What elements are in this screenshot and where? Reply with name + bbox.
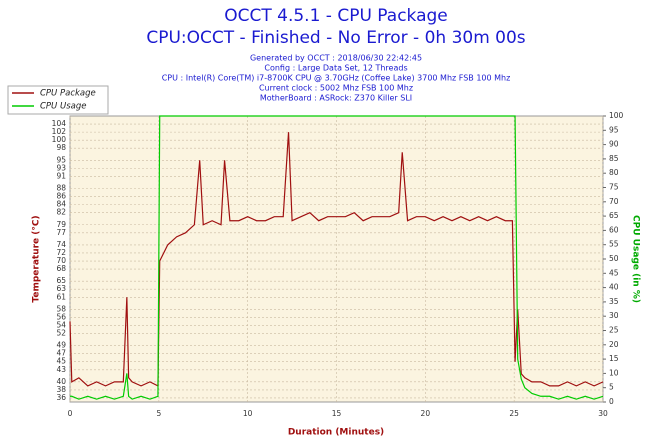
y-tick-label: 54: [56, 320, 66, 329]
y-tick-label: 65: [56, 276, 66, 285]
x-tick-label: 30: [598, 409, 608, 418]
plot-area: [69, 115, 604, 403]
y-tick-label: 102: [52, 127, 67, 136]
y-tick-label: 98: [56, 143, 66, 152]
legend-label: CPU Usage: [40, 102, 86, 112]
y-tick-label: 36: [56, 393, 66, 402]
y2-tick-label: 0: [609, 397, 614, 406]
y-tick-label: 47: [56, 349, 66, 358]
y-tick-label: 63: [56, 284, 66, 293]
y2-tick-label: 20: [609, 340, 619, 349]
info-line: MotherBoard : ASRock: Z370 Killer SLI: [260, 94, 412, 103]
y2-tick-label: 60: [609, 225, 619, 234]
y2-tick-label: 10: [609, 368, 619, 377]
y2-tick-label: 25: [609, 326, 619, 335]
y2-tick-label: 70: [609, 197, 619, 206]
y-tick-label: 61: [56, 292, 66, 301]
legend-label: CPU Package: [40, 89, 96, 99]
y2-tick-label: 55: [609, 240, 619, 249]
info-line: Generated by OCCT : 2018/06/30 22:42:45: [250, 54, 422, 63]
x-tick-label: 20: [421, 409, 431, 418]
info-line: Config : Large Data Set, 12 Threads: [264, 64, 407, 73]
info-line: Current clock : 5002 Mhz FSB 100 Mhz: [259, 84, 413, 93]
y-tick-label: 104: [52, 119, 67, 128]
x-tick-label: 25: [509, 409, 519, 418]
y-tick-label: 49: [56, 341, 66, 350]
legend: [7, 85, 109, 115]
y2-tick-label: 35: [609, 297, 619, 306]
chart-title: OCCT 4.5.1 - CPU Package: [224, 6, 448, 26]
series-line: [69, 132, 604, 387]
y-axis-label: Temperature (°C): [32, 215, 42, 302]
y2-tick-label: 90: [609, 140, 619, 149]
x-axis-label: Duration (Minutes): [288, 428, 384, 438]
y2-tick-label: 75: [609, 183, 619, 192]
y-tick-label: 38: [56, 385, 66, 394]
y-tick-label: 70: [56, 256, 66, 265]
x-tick-label: 15: [332, 409, 342, 418]
y2-tick-label: 100: [609, 111, 624, 120]
y-tick-label: 40: [56, 377, 66, 386]
x-tick-label: 10: [243, 409, 253, 418]
y-tick-label: 45: [56, 357, 66, 366]
y-tick-label: 68: [56, 264, 66, 273]
y2-tick-label: 85: [609, 154, 619, 163]
series-line: [70, 115, 604, 400]
y2-tick-label: 30: [609, 311, 619, 320]
x-tick-label: 0: [68, 409, 73, 418]
y-tick-label: 52: [56, 329, 66, 338]
y-tick-label: 84: [56, 200, 66, 209]
info-line: CPU : Intel(R) Core(TM) i7-8700K CPU @ 3…: [162, 74, 511, 83]
y-tick-label: 43: [56, 365, 66, 374]
y-tick-label: 77: [56, 228, 66, 237]
y2-tick-label: 40: [609, 283, 619, 292]
y-tick-label: 86: [56, 192, 66, 201]
y2-tick-label: 80: [609, 168, 619, 177]
y-tick-label: 74: [56, 240, 66, 249]
y2-axis-label: CPU Usage (in %): [631, 215, 641, 303]
y-tick-label: 79: [56, 220, 66, 229]
y-tick-label: 88: [56, 184, 66, 193]
y2-tick-label: 65: [609, 211, 619, 220]
x-tick-label: 5: [156, 409, 161, 418]
y2-tick-label: 15: [609, 354, 619, 363]
y2-tick-label: 50: [609, 254, 619, 263]
y-tick-label: 58: [56, 304, 66, 313]
y-tick-label: 72: [56, 248, 66, 257]
y-tick-label: 93: [56, 163, 66, 172]
y-tick-label: 100: [52, 135, 67, 144]
y2-tick-label: 5: [609, 383, 614, 392]
y-tick-label: 82: [56, 208, 66, 217]
chart-subtitle: CPU:OCCT - Finished - No Error - 0h 30m …: [146, 28, 525, 48]
y-tick-label: 56: [56, 312, 66, 321]
y-tick-label: 91: [56, 171, 66, 180]
y2-tick-label: 95: [609, 125, 619, 134]
y2-tick-label: 45: [609, 268, 619, 277]
y-tick-label: 95: [56, 155, 66, 164]
